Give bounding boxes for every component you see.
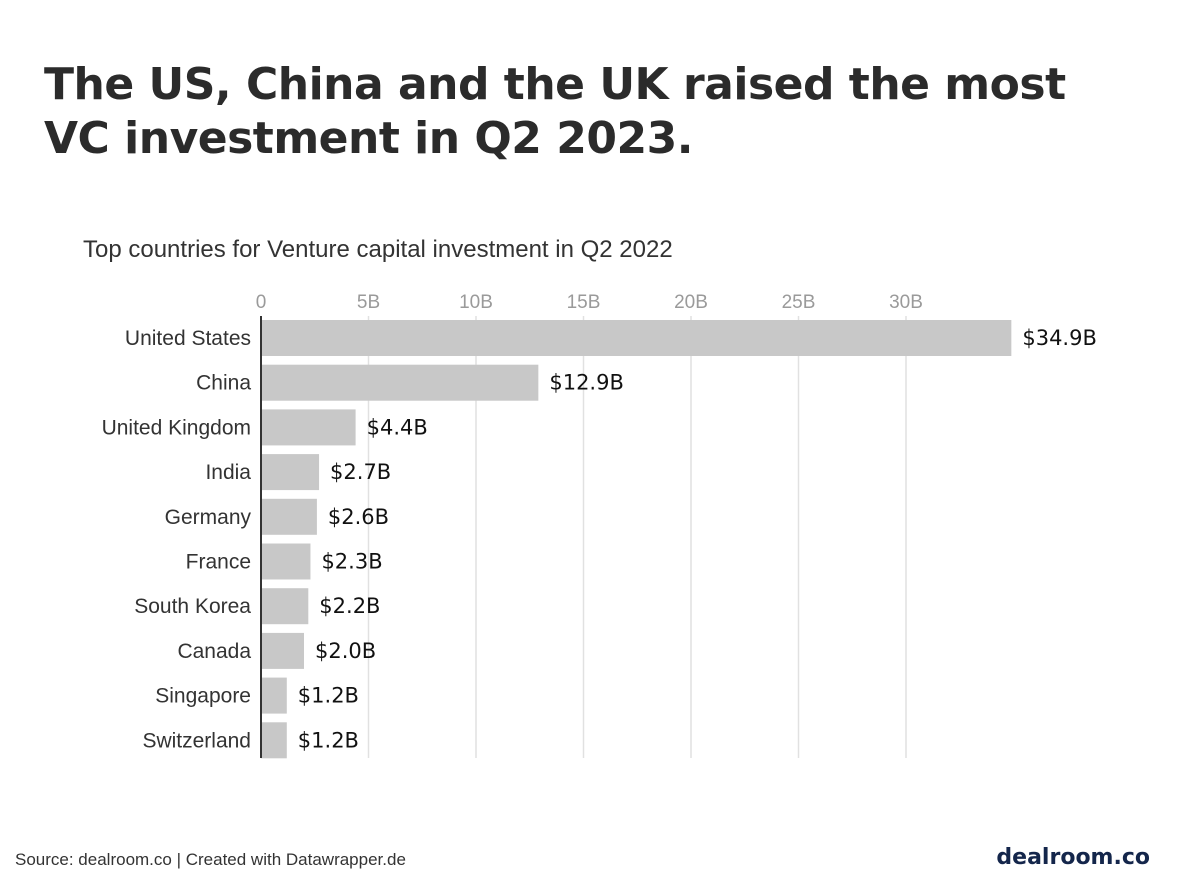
page-title: The US, China and the UK raised the most… xyxy=(44,59,1066,164)
category-label: France xyxy=(186,551,251,574)
x-tick-label: 0 xyxy=(256,292,267,313)
bar xyxy=(261,454,320,491)
bar xyxy=(261,498,317,535)
category-label: South Korea xyxy=(134,595,251,618)
bar xyxy=(261,364,539,401)
bar xyxy=(261,722,287,759)
x-tick-label: 5B xyxy=(357,292,380,313)
x-tick-label: 20B xyxy=(674,292,708,313)
value-label: $12.9B xyxy=(549,371,624,395)
category-label: United Kingdom xyxy=(102,416,251,439)
bar xyxy=(261,409,356,446)
x-tick-label: 15B xyxy=(567,292,601,313)
brand-logo: dealroom.co xyxy=(996,845,1150,870)
value-label: $2.3B xyxy=(321,550,382,574)
bar xyxy=(261,632,304,669)
category-label: Singapore xyxy=(155,685,251,708)
value-label: $34.9B xyxy=(1022,326,1097,350)
value-label: $2.2B xyxy=(319,594,380,618)
x-tick-label: 30B xyxy=(889,292,923,313)
x-tick-label: 10B xyxy=(459,292,493,313)
bar xyxy=(261,543,311,580)
value-label: $2.7B xyxy=(330,460,391,484)
chart-title: Top countries for Venture capital invest… xyxy=(83,236,673,263)
category-label: India xyxy=(205,461,251,484)
bar-chart: 0 5B 10B 15B 20B 25B 30B United States $34.9B Chi… xyxy=(102,292,1097,759)
category-label: Canada xyxy=(177,640,251,663)
bar xyxy=(261,588,309,625)
bar xyxy=(261,320,1012,356)
category-label: Germany xyxy=(165,506,252,529)
value-label: $4.4B xyxy=(367,415,428,439)
value-label: $2.0B xyxy=(315,639,376,663)
value-label: $1.2B xyxy=(298,728,359,752)
value-label: $2.6B xyxy=(328,505,389,529)
value-label: $1.2B xyxy=(298,684,359,708)
bar xyxy=(261,677,287,714)
x-tick-label: 25B xyxy=(782,292,816,313)
category-label: Switzerland xyxy=(142,729,251,752)
source-note: Source: dealroom.co | Created with Dataw… xyxy=(15,850,406,869)
category-label: United States xyxy=(125,327,251,350)
category-label: China xyxy=(196,372,251,395)
